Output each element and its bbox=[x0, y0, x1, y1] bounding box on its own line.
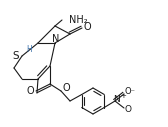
Text: +: + bbox=[120, 93, 126, 99]
Text: S: S bbox=[13, 51, 19, 61]
Text: O: O bbox=[124, 106, 132, 115]
Text: O: O bbox=[62, 83, 70, 93]
Text: N: N bbox=[52, 34, 60, 44]
Text: O: O bbox=[26, 86, 34, 96]
Text: N: N bbox=[114, 96, 120, 105]
Text: H: H bbox=[26, 44, 32, 53]
Text: O: O bbox=[83, 22, 91, 32]
Text: NH₂: NH₂ bbox=[69, 15, 88, 25]
Text: O⁻: O⁻ bbox=[124, 88, 136, 97]
